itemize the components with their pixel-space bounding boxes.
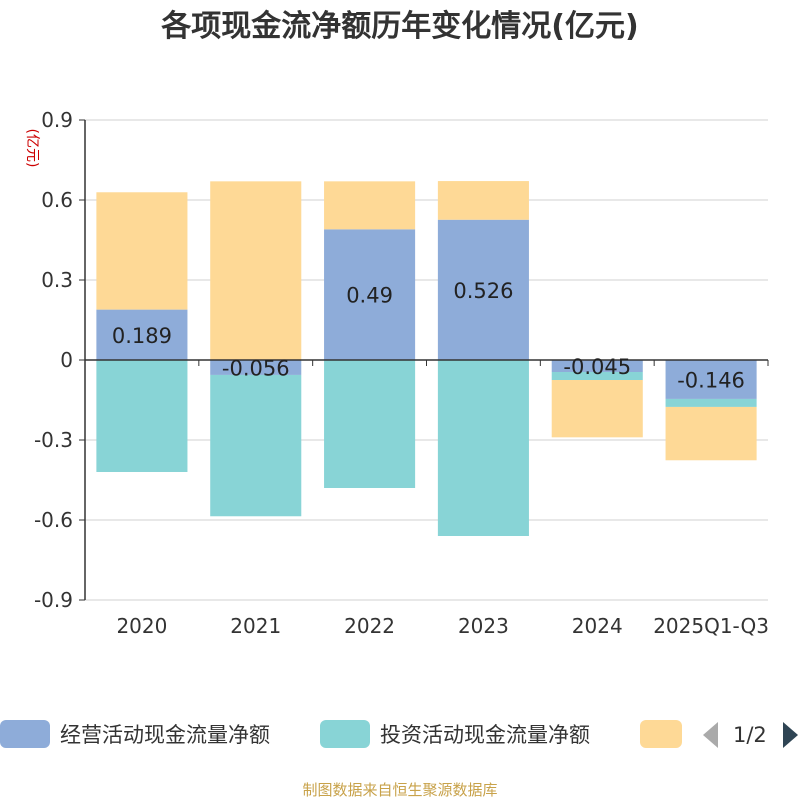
legend-swatch-operating[interactable] <box>0 720 50 748</box>
bar-value-label: 0.189 <box>112 324 172 348</box>
bar-segment-series-1[interactable] <box>324 360 416 488</box>
y-tick-label: -0.6 <box>34 508 73 532</box>
bar-value-label: -0.056 <box>222 356 290 380</box>
legend-label-operating[interactable]: 经营活动现金流量净额 <box>60 723 270 747</box>
bar-segment-series-0[interactable] <box>210 360 302 375</box>
bar-segment-series-0[interactable] <box>665 360 757 399</box>
legend-label-investing[interactable]: 投资活动现金流量净额 <box>380 723 590 747</box>
bar-segment-series-0[interactable] <box>551 360 643 372</box>
legend-next-page-icon[interactable] <box>783 722 798 748</box>
bar-segment-series-1[interactable] <box>551 372 643 380</box>
bar-segment-series-2[interactable] <box>551 380 643 438</box>
y-tick-label: 0.3 <box>41 268 73 292</box>
y-tick-label: 0 <box>60 348 73 372</box>
bar-segment-series-0[interactable] <box>324 229 416 360</box>
y-axis-unit-label: (亿元) <box>24 129 40 168</box>
bar-value-label: -0.146 <box>677 368 745 392</box>
bar-segment-series-2[interactable] <box>210 181 302 360</box>
bar-segment-series-1[interactable] <box>96 360 188 472</box>
legend-swatch-third[interactable] <box>640 720 682 748</box>
y-tick-label: -0.9 <box>34 588 73 612</box>
legend-page-indicator: 1/2 <box>733 723 767 747</box>
legend-prev-page-icon[interactable] <box>703 722 718 748</box>
chart-title: 各项现金流净额历年变化情况(亿元) <box>160 9 638 44</box>
x-category-label: 2021 <box>230 614 281 638</box>
legend: 经营活动现金流量净额 投资活动现金流量净额 1/2 <box>0 720 798 748</box>
data-labels: 0.189 -0.056 0.49 0.526 -0.045 -0.146 <box>112 279 745 393</box>
x-category-label: 2023 <box>458 614 509 638</box>
bar-segment-series-1[interactable] <box>437 360 529 536</box>
bars <box>96 181 757 536</box>
y-tick-label: 0.9 <box>41 108 73 132</box>
bar-segment-series-2[interactable] <box>665 406 757 461</box>
x-category-label: 2024 <box>572 614 623 638</box>
y-tick-label: -0.3 <box>34 428 73 452</box>
bar-segment-series-2[interactable] <box>96 192 188 310</box>
x-category-label: 2025Q1-Q3 <box>653 614 769 638</box>
bar-segment-series-2[interactable] <box>324 181 416 230</box>
axes: 0.9 0.6 0.3 0 -0.3 -0.6 -0.9 2020 2021 2022 2023 20… <box>34 108 769 638</box>
legend-swatch-investing[interactable] <box>320 720 370 748</box>
bar-segment-series-2[interactable] <box>437 181 529 220</box>
x-category-label: 2022 <box>344 614 395 638</box>
bar-segment-series-0[interactable] <box>96 309 188 360</box>
bar-value-label: 0.526 <box>453 279 513 303</box>
bar-segment-series-0[interactable] <box>437 219 529 360</box>
data-source-note: 制图数据来自恒生聚源数据库 <box>302 781 497 799</box>
bar-segment-series-1[interactable] <box>665 398 757 407</box>
grid-lines <box>85 119 768 601</box>
y-tick-label: 0.6 <box>41 188 73 212</box>
bar-segment-series-1[interactable] <box>210 374 302 517</box>
bar-value-label: -0.045 <box>563 355 631 379</box>
x-category-label: 2020 <box>116 614 167 638</box>
bar-value-label: 0.49 <box>346 284 393 308</box>
